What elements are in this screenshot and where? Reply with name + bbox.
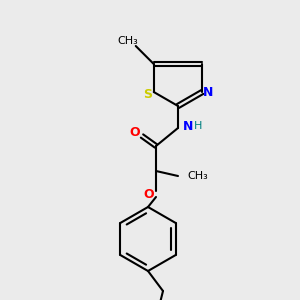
Text: N: N — [203, 85, 213, 98]
Text: N: N — [183, 119, 193, 133]
Text: CH₃: CH₃ — [117, 36, 138, 46]
Text: S: S — [143, 88, 152, 100]
Text: CH₃: CH₃ — [187, 171, 208, 181]
Text: H: H — [194, 121, 202, 131]
Text: O: O — [130, 127, 140, 140]
Text: O: O — [144, 188, 154, 200]
